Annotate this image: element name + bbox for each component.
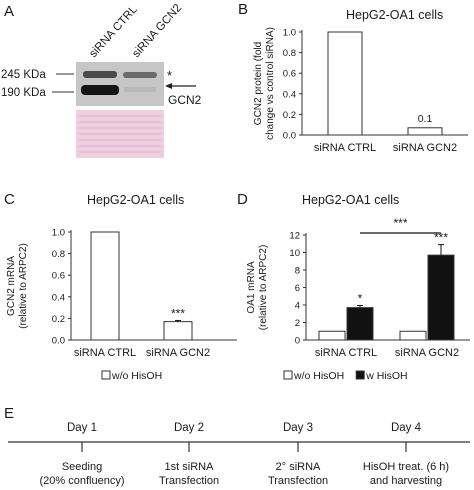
y-tick-label: 2 (295, 318, 300, 329)
band-gcn2-sirna (124, 87, 156, 92)
x-tick-label: siRNA CTRL (315, 347, 377, 359)
y-tick-label: 1.0 (52, 228, 65, 239)
marker-label: 190 KDa (1, 87, 46, 99)
legend-label: w HisOH (365, 370, 407, 382)
panel-letter: C (4, 191, 15, 208)
asterisk-label: * (167, 68, 172, 83)
y-tick-label: 0.8 (52, 249, 65, 260)
timeline-step-label: and harvesting (370, 475, 442, 487)
y-tick-label: 10 (289, 248, 300, 259)
chart-d: D HepG2-OA1 cells 0 2 4 6 8 10 12 OA1 mRNA (relati… (237, 191, 470, 382)
y-axis-label: (relative to ARPC2) (258, 245, 269, 331)
marker-label: 245 KDa (1, 69, 46, 81)
y-tick-label: 0.0 (52, 336, 65, 347)
timeline-step-label: HisOH treat. (6 h) (363, 461, 449, 473)
chart-c: C HepG2-OA1 cells 0.0 0.2 0.4 0.6 0.8 1.0 GCN2 m… (4, 191, 237, 382)
x-tick-label: siRNA GCN2 (395, 347, 459, 359)
legend-label: w/o HisOH (293, 370, 344, 382)
bar (346, 307, 374, 341)
y-axis-label: OA1 mRNA (246, 261, 257, 314)
timeline-day: Day 2 (174, 422, 204, 434)
timeline-day: Day 4 (391, 422, 422, 434)
timeline-step-label: 1st siRNA (165, 461, 215, 473)
y-tick-label: 0.6 (52, 271, 65, 282)
timeline-steps: Day 1 Seeding (20% confluency) Day 2 1st siR… (40, 422, 450, 487)
x-tick-label: siRNA CTRL (314, 142, 376, 154)
x-tick-label: siRNA GCN2 (393, 142, 457, 154)
bar (163, 321, 193, 341)
timeline-day: Day 1 (67, 422, 97, 434)
y-tick-label: 4 (295, 301, 300, 312)
panel-letter: B (238, 1, 248, 18)
y-tick-label: 0.0 (283, 131, 296, 142)
chart-title: HepG2-OA1 cells (302, 193, 399, 207)
y-tick-label: 0.4 (283, 89, 296, 100)
legend-swatch (101, 370, 111, 380)
band-upper-gcn2 (123, 72, 157, 78)
timeline-step-label: Transfection (159, 475, 219, 487)
data-label: 0.1 (418, 113, 433, 125)
panel-e: E Day 1 Seeding (20% confluency) Day 2 1st s… (4, 405, 470, 487)
y-axis-label: (relative to ARPC2) (18, 243, 29, 329)
timeline-step-label: (20% confluency) (40, 475, 125, 487)
data-label: *** (171, 307, 185, 321)
y-tick-label: 12 (289, 231, 300, 242)
y-tick-label: 0.2 (283, 110, 296, 121)
panel-letter: A (4, 3, 14, 20)
y-tick-label: 8 (295, 266, 300, 277)
chart-title: HepG2-OA1 cells (87, 193, 184, 207)
y-tick-label: 0 (295, 336, 300, 347)
bar (327, 31, 363, 136)
timeline-step-label: Seeding (62, 461, 102, 473)
panel-letter: D (237, 191, 248, 208)
bar (318, 330, 346, 341)
y-tick-label: 0.6 (283, 69, 296, 80)
legend-swatch (355, 370, 365, 380)
y-tick-label: 1.0 (283, 28, 296, 39)
chart-b: B HepG2-OA1 cells 0.0 0.2 0.4 0.6 0.8 1.0 GCN2 p… (238, 1, 468, 154)
y-axis-label: change vs control siRNA) (265, 27, 276, 140)
band-label: GCN2 (168, 93, 202, 107)
y-tick-label: 6 (295, 283, 300, 294)
y-tick-label: 0.8 (283, 48, 296, 59)
data-label: * (358, 291, 363, 305)
band-gcn2-ctrl (81, 85, 119, 95)
timeline-day: Day 3 (283, 422, 313, 434)
bar (407, 127, 443, 136)
legend-label: w/o HisOH (111, 370, 162, 382)
bar (399, 330, 427, 341)
data-label: *** (434, 231, 448, 245)
x-tick-label: siRNA CTRL (74, 347, 136, 359)
panel-letter: E (4, 405, 14, 422)
bar (90, 231, 120, 341)
ponceau-bands (79, 115, 161, 153)
legend-swatch (283, 370, 293, 380)
bar (427, 254, 455, 341)
significance-label: *** (393, 216, 407, 230)
panel-a: A siRNA CTRL siRNA GCN2 245 KDa 190 KDa … (1, 2, 202, 158)
y-axis-label: GCN2 protein (fold (253, 42, 264, 125)
x-tick-label: siRNA GCN2 (146, 347, 210, 359)
y-tick-label: 0.4 (52, 292, 65, 303)
y-axis-label: GCN2 mRNA (6, 256, 17, 316)
chart-title: HepG2-OA1 cells (346, 8, 443, 22)
band-upper-ctrl (83, 71, 117, 78)
timeline-step-label: 2° siRNA (276, 461, 321, 473)
y-tick-label: 0.2 (52, 314, 65, 325)
arrow-icon (165, 83, 172, 89)
blot-membrane (76, 62, 164, 106)
timeline-step-label: Transfection (268, 475, 328, 487)
